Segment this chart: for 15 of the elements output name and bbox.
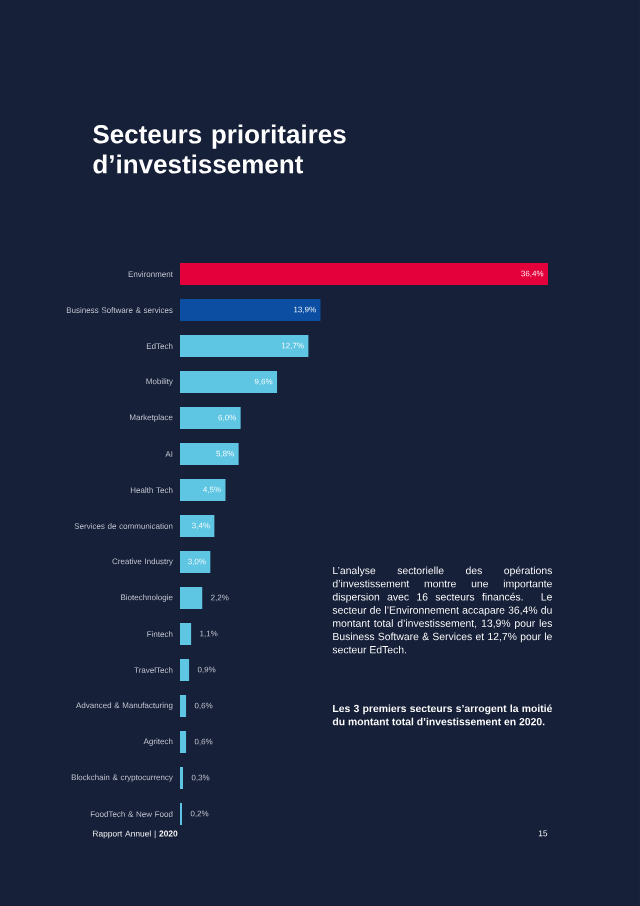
- bar: [179, 731, 187, 754]
- bar: [179, 371, 278, 394]
- bar: [179, 479, 226, 502]
- bar: [179, 263, 548, 286]
- bar: [179, 623, 192, 646]
- bar: [179, 299, 321, 322]
- chart-title: Secteurs prioritaires d’investissement: [93, 124, 346, 174]
- bar: [179, 443, 239, 466]
- bar: [179, 335, 309, 358]
- bar: [179, 587, 203, 610]
- bar: [179, 515, 215, 538]
- bar: [179, 407, 241, 430]
- bar: [179, 695, 187, 718]
- bar: [179, 551, 211, 574]
- bar: [179, 659, 190, 682]
